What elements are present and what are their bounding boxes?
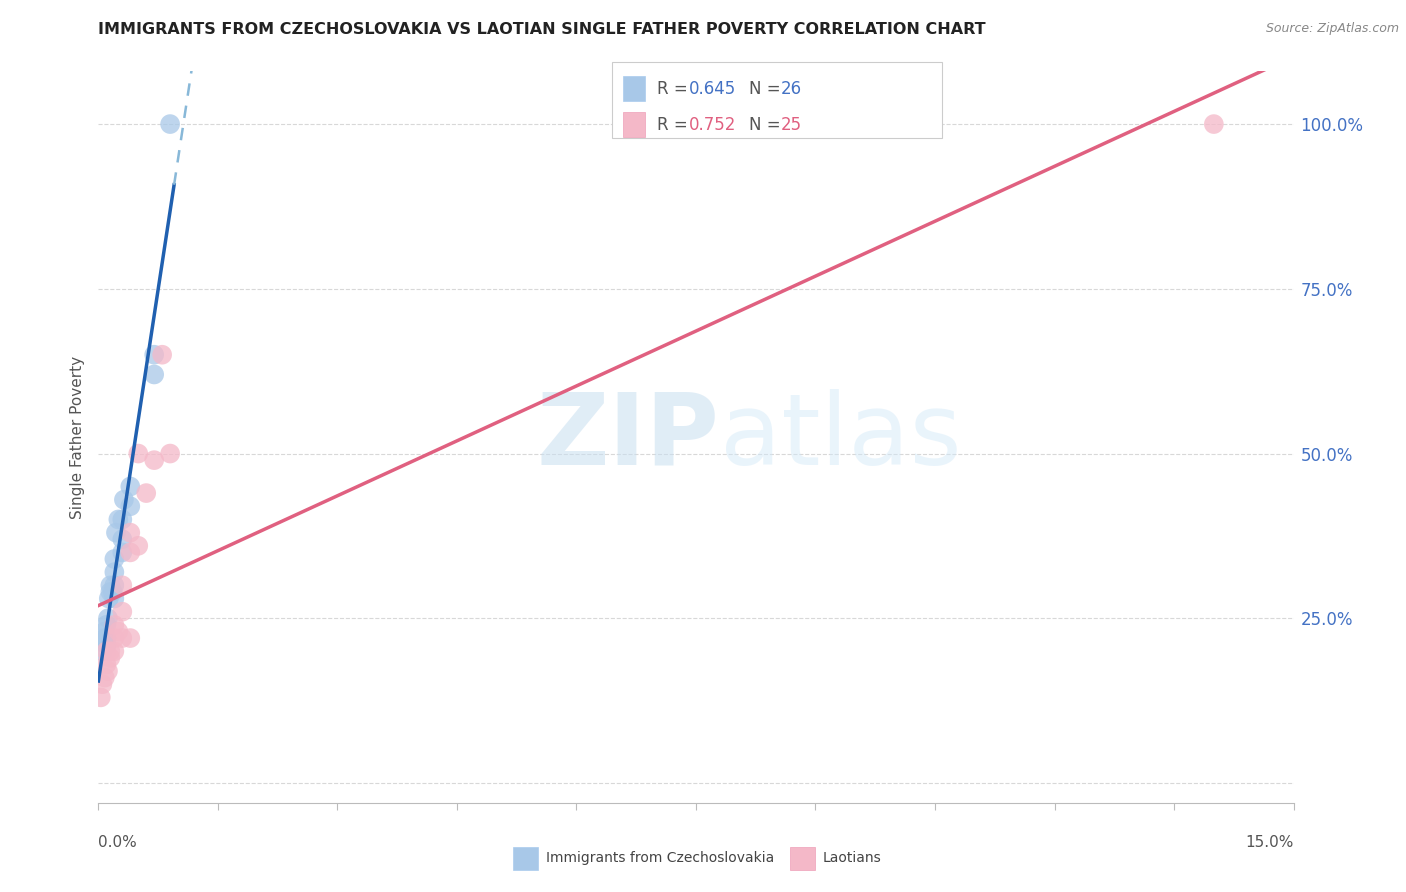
Point [103,565,125,579]
Point [1202,117,1225,131]
Text: R =: R = [657,116,693,134]
Text: 26: 26 [780,80,801,98]
Point [103,618,125,632]
Point [96,638,118,652]
Point [100,644,122,658]
Text: IMMIGRANTS FROM CZECHOSLOVAKIA VS LAOTIAN SINGLE FATHER POVERTY CORRELATION CHAR: IMMIGRANTS FROM CZECHOSLOVAKIA VS LAOTIA… [98,22,986,37]
Point [120,545,142,559]
Text: Laotians: Laotians [823,851,882,865]
Point [103,631,125,645]
Point [97,591,120,606]
Point [143,348,166,362]
Point [103,552,125,566]
Point [104,525,127,540]
Point [103,644,125,658]
Point [120,479,142,493]
Point [103,591,125,606]
Point [135,486,157,500]
Text: Source: ZipAtlas.com: Source: ZipAtlas.com [1265,22,1399,36]
Text: 25: 25 [780,116,801,134]
Point [100,585,122,599]
Point [111,605,134,619]
Point [120,500,142,514]
Text: N =: N = [749,116,786,134]
Point [96,644,118,658]
Point [91,677,114,691]
Point [96,618,118,632]
Point [96,657,118,672]
Point [103,578,125,592]
Point [143,368,166,382]
Point [96,631,118,645]
Text: 0.0%: 0.0% [98,836,138,850]
Point [111,512,134,526]
Point [94,631,117,645]
Point [111,631,134,645]
Text: atlas: atlas [720,389,962,485]
Point [100,650,122,665]
Point [111,545,134,559]
Point [143,453,166,467]
Point [100,578,122,592]
Point [111,578,134,592]
Text: 0.752: 0.752 [689,116,737,134]
Text: ZIP: ZIP [537,389,720,485]
Point [159,446,181,460]
Text: Immigrants from Czechoslovakia: Immigrants from Czechoslovakia [546,851,773,865]
Point [101,585,124,599]
Point [120,525,142,540]
Point [150,348,173,362]
Point [127,446,149,460]
Point [159,117,181,131]
Text: N =: N = [749,80,786,98]
Point [97,611,120,625]
Text: 0.645: 0.645 [689,80,737,98]
Point [94,624,117,639]
Point [90,690,112,705]
Y-axis label: Single Father Poverty: Single Father Poverty [70,356,86,518]
Point [107,512,129,526]
Point [94,671,117,685]
Point [107,624,129,639]
Point [111,533,134,547]
Text: R =: R = [657,80,693,98]
Point [120,631,142,645]
Point [91,644,114,658]
Point [97,664,120,678]
Text: 15.0%: 15.0% [1246,836,1294,850]
Point [127,539,149,553]
Point [112,492,135,507]
